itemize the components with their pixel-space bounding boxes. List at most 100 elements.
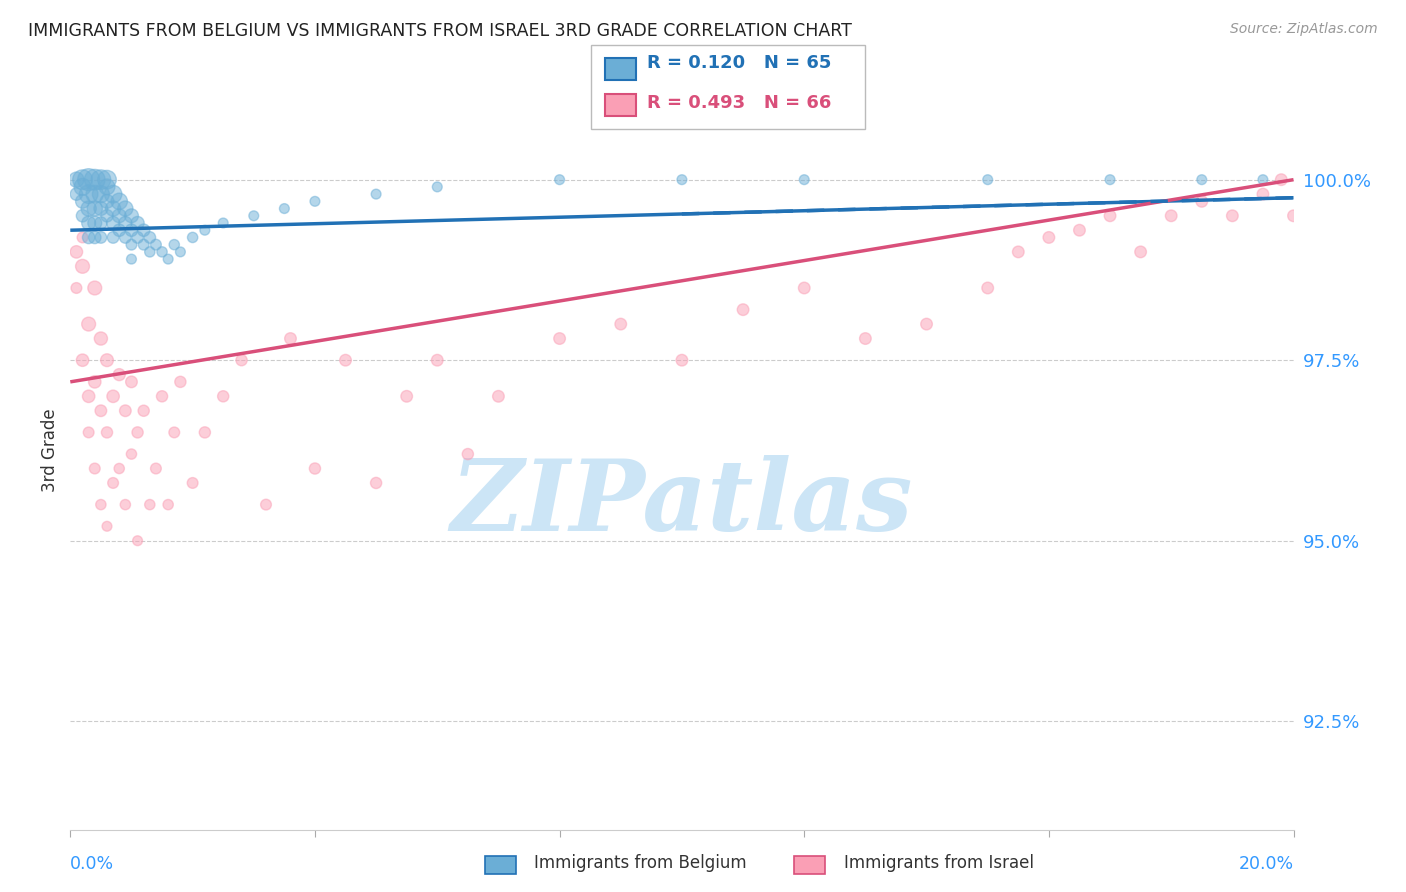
Point <box>65 281 87 295</box>
Point <box>108 461 131 475</box>
Point <box>83 461 105 475</box>
Point <box>77 389 100 403</box>
Point <box>72 209 94 223</box>
Point <box>77 425 100 440</box>
Point <box>72 180 94 194</box>
Point <box>77 230 100 244</box>
Point <box>65 172 87 186</box>
Text: Immigrants from Israel: Immigrants from Israel <box>844 855 1033 872</box>
Point <box>121 223 143 237</box>
Point <box>72 260 94 274</box>
Point <box>139 498 162 512</box>
Point <box>793 281 815 295</box>
Point <box>273 202 295 216</box>
Text: 0.0%: 0.0% <box>70 855 114 873</box>
Point <box>101 475 124 490</box>
Point <box>72 194 94 209</box>
Point <box>65 187 87 202</box>
Point <box>96 194 118 209</box>
Point <box>181 475 204 490</box>
Y-axis label: 3rd Grade: 3rd Grade <box>41 409 59 492</box>
Point <box>212 216 235 230</box>
Point <box>1099 209 1122 223</box>
Point <box>793 172 815 186</box>
Point <box>132 223 155 237</box>
Point <box>114 498 136 512</box>
Point <box>90 332 112 346</box>
Text: R = 0.493   N = 66: R = 0.493 N = 66 <box>647 94 831 112</box>
Text: IMMIGRANTS FROM BELGIUM VS IMMIGRANTS FROM ISRAEL 3RD GRADE CORRELATION CHART: IMMIGRANTS FROM BELGIUM VS IMMIGRANTS FR… <box>28 22 852 40</box>
Point <box>96 519 118 533</box>
Point <box>139 230 162 244</box>
Point <box>1038 230 1060 244</box>
Point <box>101 230 124 244</box>
Point <box>108 368 131 382</box>
Point <box>150 244 173 259</box>
Point <box>121 252 143 266</box>
Point <box>96 180 118 194</box>
Point <box>1191 172 1213 186</box>
Point <box>1007 244 1029 259</box>
Point <box>96 209 118 223</box>
Point <box>108 194 131 209</box>
Point <box>733 302 755 317</box>
Point <box>72 172 94 186</box>
Point <box>163 237 186 252</box>
Point <box>90 230 112 244</box>
Point <box>90 403 112 417</box>
Point <box>83 281 105 295</box>
Point <box>96 172 118 186</box>
Text: 20.0%: 20.0% <box>1239 855 1294 873</box>
Point <box>83 202 105 216</box>
Point <box>157 498 180 512</box>
Point <box>65 244 87 259</box>
Point <box>915 317 938 331</box>
Point <box>114 216 136 230</box>
Point <box>101 187 124 202</box>
Point <box>83 216 105 230</box>
Point <box>395 389 418 403</box>
Point <box>169 375 191 389</box>
Point <box>610 317 633 331</box>
Point <box>548 332 571 346</box>
Point <box>1191 194 1213 209</box>
Point <box>121 375 143 389</box>
Text: R = 0.120   N = 65: R = 0.120 N = 65 <box>647 54 831 72</box>
Point <box>72 353 94 368</box>
Text: ZIPatlas: ZIPatlas <box>451 455 912 552</box>
Point <box>181 230 204 244</box>
Text: Immigrants from Belgium: Immigrants from Belgium <box>534 855 747 872</box>
Point <box>96 425 118 440</box>
Point <box>426 353 449 368</box>
Point <box>127 216 149 230</box>
Point <box>90 498 112 512</box>
Point <box>114 403 136 417</box>
Point <box>1099 172 1122 186</box>
Point <box>132 237 155 252</box>
Point <box>254 498 277 512</box>
Point <box>426 180 449 194</box>
Point <box>366 187 388 202</box>
Point <box>304 194 326 209</box>
Point <box>83 187 105 202</box>
Point <box>108 223 131 237</box>
Point <box>90 187 112 202</box>
Point <box>77 202 100 216</box>
Point <box>194 425 217 440</box>
Point <box>169 244 191 259</box>
Point <box>101 202 124 216</box>
Point <box>72 230 94 244</box>
Point <box>145 237 167 252</box>
Point <box>1270 172 1292 186</box>
Point <box>194 223 217 237</box>
Point <box>212 389 235 403</box>
Point <box>1251 172 1274 186</box>
Point <box>366 475 388 490</box>
Point <box>121 237 143 252</box>
Point <box>163 425 186 440</box>
Point <box>77 172 100 186</box>
Point <box>488 389 510 403</box>
Point <box>108 209 131 223</box>
Point <box>150 389 173 403</box>
Point <box>457 447 479 461</box>
